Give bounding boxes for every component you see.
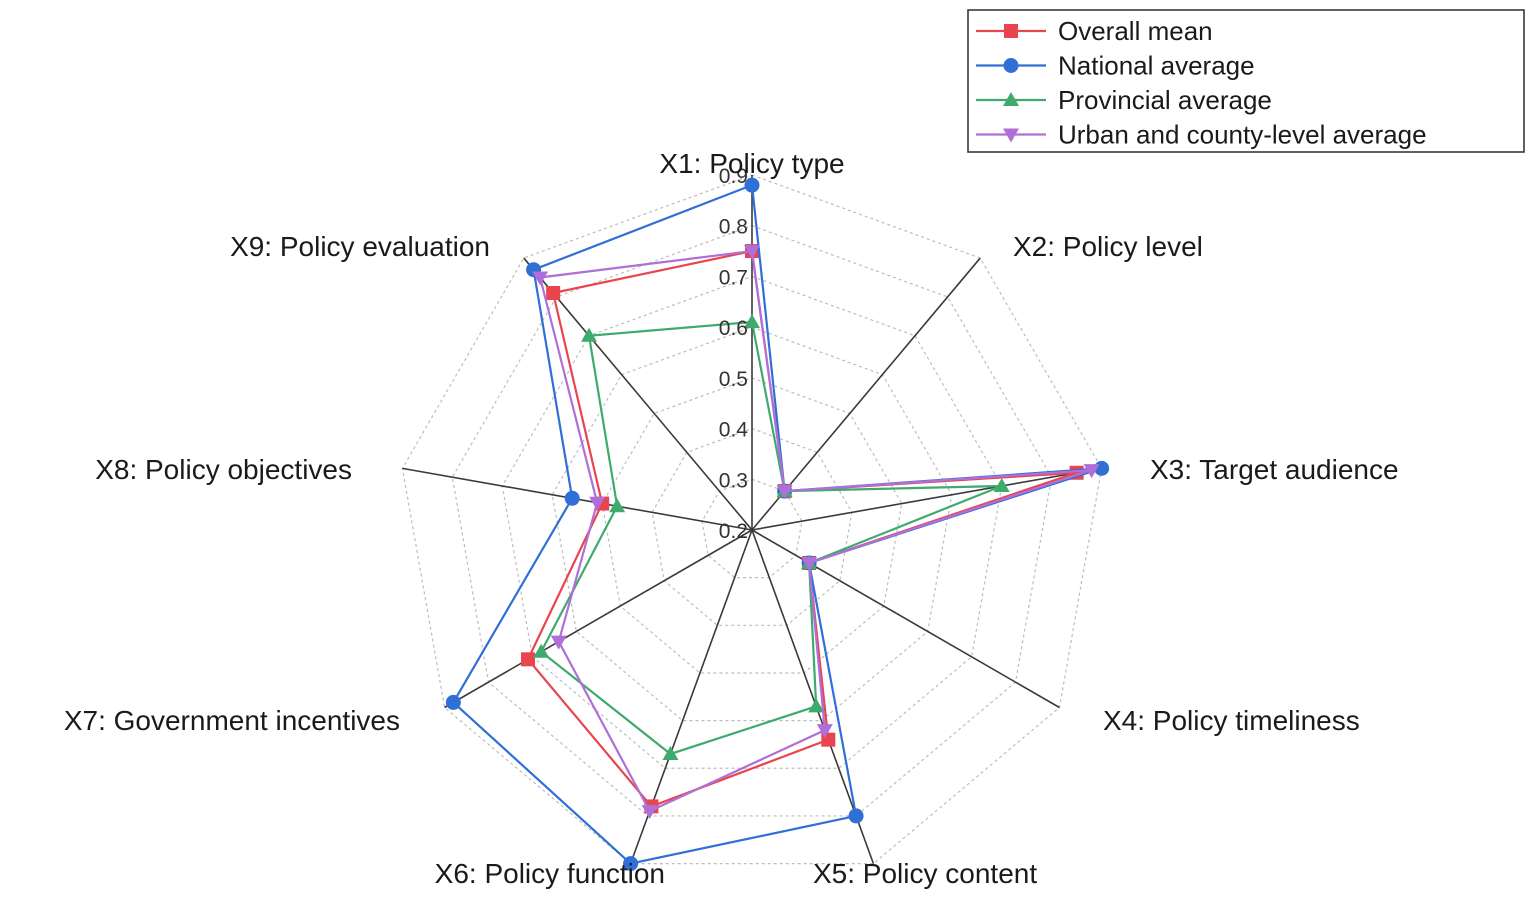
tick-label-5: 0.7	[719, 266, 748, 289]
data-point-s1-x5	[848, 808, 864, 824]
legend-item-3: Urban and county-level average	[976, 120, 1427, 150]
data-point-s3-x2	[776, 485, 793, 500]
legend-marker-1	[1003, 58, 1019, 73]
legend-label-1: National average	[1058, 51, 1255, 81]
data-point-s2-x8	[609, 498, 626, 513]
data-point-s3-x7	[550, 635, 567, 650]
data-point-s2-x5	[808, 698, 825, 713]
axis-label-x7: X7: Government incentives	[64, 705, 400, 736]
legend-marker-3	[1003, 128, 1019, 143]
series-line-2	[539, 320, 1003, 756]
tick-layer: 0.2 0.3 0.4 0.5 0.6 0.7 0.8 0.9	[719, 165, 749, 543]
data-point-s3-x6	[641, 805, 658, 820]
data-point-s2-x3	[993, 477, 1010, 492]
spoke-9	[523, 257, 753, 531]
spoke-3	[751, 467, 1102, 531]
legend-item-2: Provincial average	[976, 85, 1272, 115]
data-point-s3-x3	[1083, 464, 1100, 479]
data-point-s2-x1	[744, 314, 760, 329]
series-layer	[445, 177, 1110, 872]
spoke-4	[751, 529, 1060, 709]
legend-box	[967, 9, 1525, 153]
data-point-s3-x1	[744, 245, 760, 260]
grid-ring-1	[701, 478, 803, 579]
data-point-s3-x5	[816, 724, 833, 739]
tick-label-7: 0.9	[719, 165, 748, 188]
tick-label-4: 0.6	[719, 317, 748, 340]
legend-label-3: Urban and county-level average	[1058, 120, 1427, 150]
series-3	[532, 245, 1100, 820]
legend-marker-2	[1003, 92, 1019, 106]
series-line-3	[538, 249, 1092, 813]
data-point-s2-x6	[662, 745, 679, 760]
legend-label-0: Overall mean	[1058, 16, 1213, 46]
axis-label-x3: X3: Target audience	[1150, 454, 1399, 485]
legend: Overall mean National average Provincial a…	[967, 9, 1525, 153]
grid-ring-7	[401, 174, 1103, 865]
axis-label-x9: X9: Policy evaluation	[230, 231, 490, 262]
tick-label-6: 0.8	[719, 216, 748, 239]
grid-ring-2	[651, 427, 853, 626]
axis-label-x2: X2: Policy level	[1013, 231, 1203, 262]
axis-label-x5: X5: Policy content	[813, 858, 1037, 889]
spoke-5	[751, 529, 875, 864]
legend-marker-0	[1004, 24, 1018, 38]
data-point-s0-x9	[546, 286, 561, 301]
axis-label-x1: X1: Policy type	[659, 148, 844, 179]
tick-label-1: 0.3	[719, 469, 748, 492]
spoke-7	[444, 529, 753, 709]
data-point-s1-x6	[623, 856, 639, 872]
grid-ring-3	[601, 377, 903, 674]
axis-label-x6: X6: Policy function	[435, 858, 665, 889]
data-point-s2-x7	[533, 643, 550, 658]
legend-label-2: Provincial average	[1058, 85, 1272, 115]
data-point-s1-x7	[445, 694, 461, 710]
data-point-s3-x4	[801, 556, 818, 571]
axis-label-layer: X1: Policy type X2: Policy level X3: Targe…	[64, 148, 1399, 889]
series-2	[533, 314, 1010, 760]
axis-label-x8: X8: Policy objectives	[95, 454, 352, 485]
data-point-s0-x7	[521, 652, 536, 667]
data-point-s3-x8	[589, 496, 606, 511]
data-point-s1-x1	[744, 177, 760, 193]
data-point-s3-x9	[532, 271, 549, 286]
tick-label-2: 0.4	[719, 419, 749, 442]
legend-item-1: National average	[976, 51, 1255, 81]
axis-label-x4: X4: Policy timeliness	[1103, 705, 1360, 736]
legend-item-0: Overall mean	[976, 16, 1213, 46]
tick-label-0: 0.2	[719, 520, 748, 543]
series-1	[445, 177, 1110, 872]
data-point-s1-x8	[564, 490, 580, 506]
grid-ring-6	[451, 225, 1053, 817]
tick-label-3: 0.5	[719, 368, 748, 391]
data-point-s2-x9	[581, 327, 598, 342]
